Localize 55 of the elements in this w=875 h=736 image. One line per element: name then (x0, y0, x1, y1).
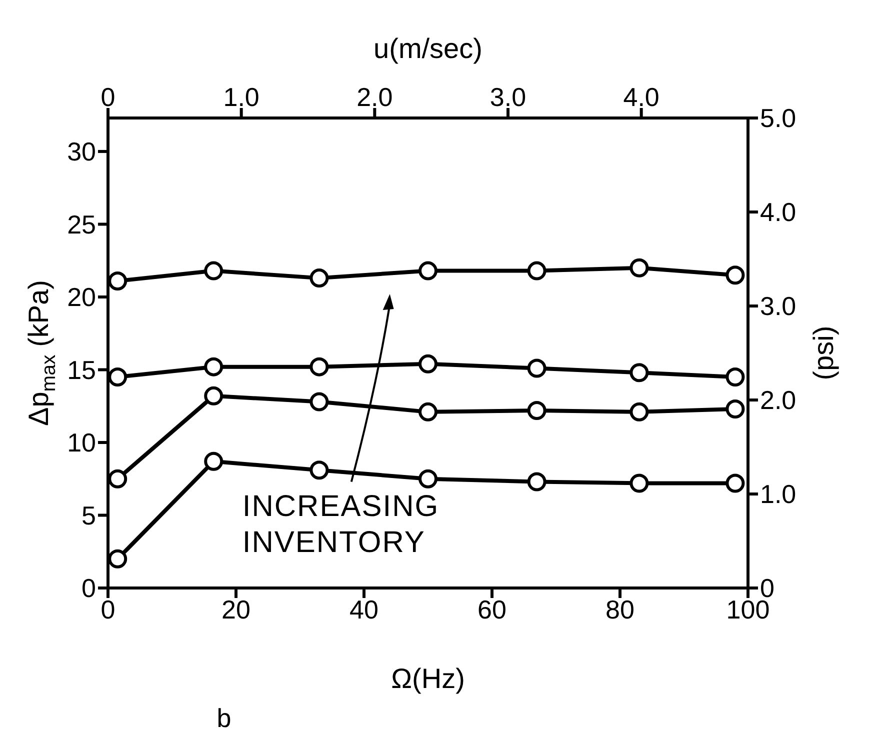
y-tick-label: 25 (67, 209, 96, 240)
y-tick-label: 5 (82, 500, 96, 530)
y-tick-label: 20 (67, 282, 96, 312)
point (310, 460, 329, 480)
point (310, 268, 329, 288)
point (204, 386, 224, 406)
point (527, 358, 546, 378)
point (204, 452, 224, 471)
x2-tick-label: 2.0 (356, 82, 393, 112)
point (527, 261, 546, 280)
y2-tick-label: 5.0 (760, 103, 796, 134)
x-tick-label: 60 (478, 594, 506, 624)
x2-tick-label: 1.0 (223, 82, 260, 112)
y-tick-label: 15 (67, 354, 96, 385)
point (418, 354, 438, 374)
y-tick-label: 10 (67, 428, 96, 458)
point (527, 400, 546, 420)
point (527, 472, 546, 492)
x2-tick-label: 3.0 (490, 82, 526, 112)
point (310, 392, 329, 412)
point (108, 549, 128, 568)
point (630, 363, 649, 382)
y2-axis-title: (psi) (808, 326, 838, 380)
x2-tick-label: 4.0 (623, 82, 660, 112)
y2-tick-label: 3.0 (760, 291, 796, 322)
y-tick-label: 0 (82, 573, 96, 604)
x-tick-label: 0 (100, 594, 116, 624)
text: b (216, 703, 232, 734)
point (108, 368, 128, 387)
y2-tick-label: 4.0 (760, 197, 796, 228)
x2-tick-label: 0 (100, 82, 116, 112)
point (418, 402, 438, 422)
x-axis-title: Ω(Hz) (391, 663, 465, 694)
point (204, 261, 224, 280)
point (726, 368, 745, 387)
x2-axis-title: u(m/sec) (374, 32, 482, 64)
point (726, 474, 745, 493)
point (108, 271, 128, 290)
y-tick-label: 30 (67, 136, 96, 167)
y2-tick-label: 2.0 (760, 385, 796, 416)
x-tick-label: 40 (350, 594, 378, 624)
annotation: INCREASING INVENTORY (242, 489, 440, 562)
point (726, 400, 745, 419)
point (726, 266, 745, 285)
point (310, 357, 329, 376)
point (630, 258, 649, 278)
x-tick-label: 80 (606, 594, 634, 624)
point (204, 357, 224, 376)
point (418, 261, 438, 280)
point (630, 402, 649, 422)
y2-tick-label: 1.0 (760, 479, 796, 510)
point (630, 474, 649, 493)
point (108, 469, 128, 488)
point (418, 469, 438, 488)
x-tick-label: 20 (222, 594, 250, 624)
